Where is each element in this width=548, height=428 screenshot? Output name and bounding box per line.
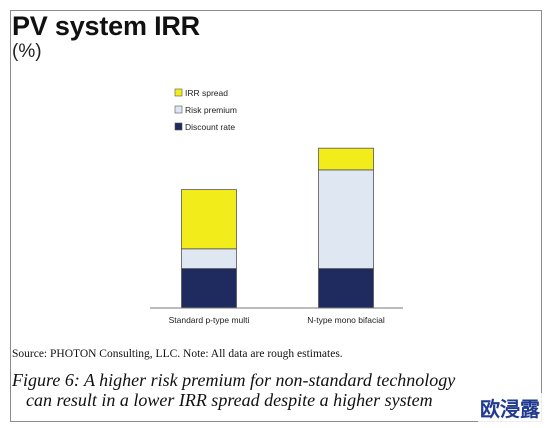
- chart-unit-label: (%): [12, 41, 42, 62]
- bar-segment-discount-rate-n-type-mono-bifacial: [318, 268, 374, 309]
- watermark-logo: 欧浸露: [478, 393, 542, 422]
- chart-bars: [181, 147, 374, 309]
- bar-segment-irr-spread-standard-p-type-multi: [181, 189, 237, 250]
- legend-swatch-irr-spread: [174, 88, 183, 97]
- legend-label-irr-spread: IRR spread: [185, 88, 228, 98]
- figure-frame: [10, 10, 542, 422]
- x-tick-label-standard-p-type-multi: Standard p-type multi: [169, 315, 250, 325]
- chart-title: PV system IRR: [12, 11, 200, 41]
- bar-segment-risk-premium-standard-p-type-multi: [181, 248, 237, 269]
- caption-line-1: Figure 6: A higher risk premium for non-…: [12, 370, 456, 390]
- bar-segment-risk-premium-n-type-mono-bifacial: [318, 169, 374, 269]
- chart-legend: IRR spread Risk premium Discount rate: [174, 88, 237, 132]
- legend-swatch-risk-premium: [174, 105, 183, 114]
- legend-swatch-discount-rate: [174, 122, 183, 131]
- figure-caption: Figure 6: A higher risk premium for non-…: [12, 370, 542, 410]
- legend-label-risk-premium: Risk premium: [185, 105, 237, 115]
- bar-segment-irr-spread-n-type-mono-bifacial: [318, 147, 374, 171]
- caption-line-2: can result in a lower IRR spread despite…: [26, 390, 433, 410]
- bar-segment-discount-rate-standard-p-type-multi: [181, 268, 237, 309]
- legend-label-discount-rate: Discount rate: [185, 122, 235, 132]
- x-axis-tick-labels: Standard p-type multi N-type mono bifacia…: [169, 315, 385, 325]
- x-tick-label-n-type-mono-bifacial: N-type mono bifacial: [307, 315, 385, 325]
- source-note: Source: PHOTON Consulting, LLC. Note: Al…: [12, 348, 343, 360]
